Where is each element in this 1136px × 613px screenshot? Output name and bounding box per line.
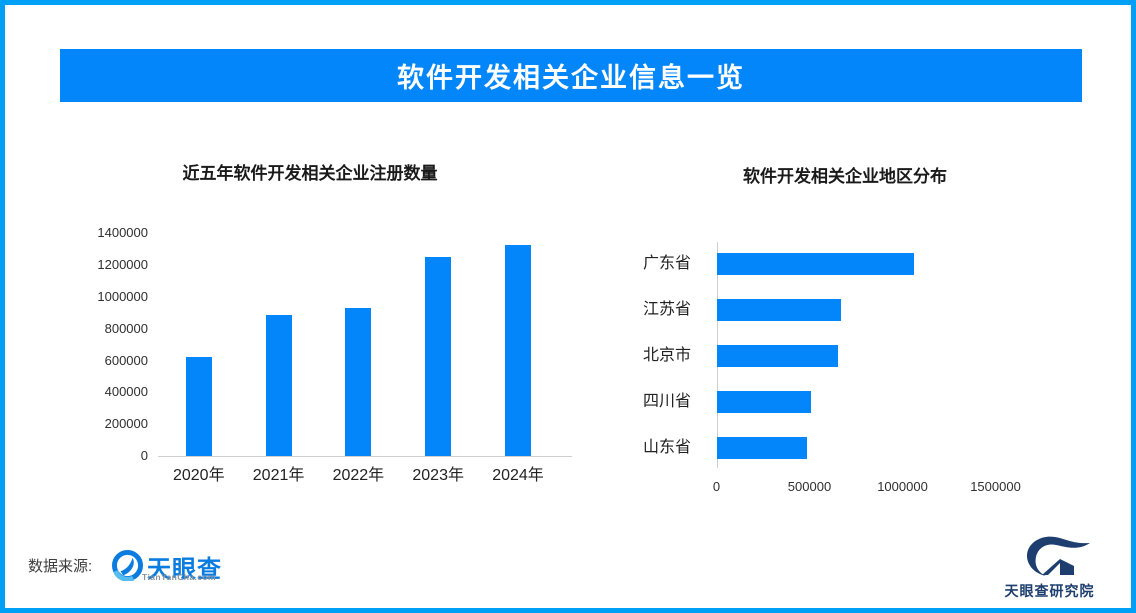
y-tick-label: 0: [140, 448, 148, 463]
registration-bar: [265, 315, 292, 456]
regions-chart-title: 软件开发相关企业地区分布: [743, 167, 947, 186]
y-tick-label: 1000000: [97, 289, 148, 304]
tianyancha-brand-text: 天眼查: [147, 556, 222, 583]
registration-bar: [505, 244, 531, 456]
tianyancha-logo-icon: [112, 550, 143, 582]
x-category-label: 2024年: [492, 467, 544, 484]
regions-bar-chart: 广东省江苏省北京市四川省山东省 0 500000 1000000 1500000: [620, 230, 1110, 515]
y-tick-label: 1200000: [97, 257, 148, 273]
institute-name-text: 天眼查研究院: [1004, 583, 1095, 599]
region-label: 四川省: [642, 392, 691, 410]
y-tick-label: 1400000: [97, 225, 148, 241]
region-label: 江苏省: [642, 300, 691, 318]
registration-bar: [345, 308, 372, 456]
x-axis-baseline: [158, 456, 572, 457]
x-tick-label: 1000000: [877, 479, 928, 494]
region-label: 广东省: [642, 254, 691, 272]
region-label: 山东省: [642, 438, 691, 456]
x-category-label: 2022年: [332, 467, 385, 484]
title-banner: 软件开发相关企业信息一览: [60, 49, 1082, 102]
x-tick-label: 500000: [787, 479, 832, 494]
region-bar: [717, 390, 811, 413]
y-tick-label: 400000: [104, 384, 148, 400]
region-bar: [717, 298, 841, 321]
x-category-label: 2023年: [412, 467, 464, 484]
x-tick-label: 1500000: [970, 479, 1021, 494]
institute-logo-icon: [1022, 535, 1092, 577]
region-bar: [717, 252, 915, 275]
page-title: 软件开发相关企业信息一览: [397, 63, 745, 93]
registrations-chart-title: 近五年软件开发相关企业注册数量: [182, 164, 438, 183]
x-category-label: 2020年: [172, 467, 225, 484]
registrations-bar-chart: 0 200000 400000 600000 800000 1000000 1200000 1…: [60, 210, 585, 510]
data-source-label: 数据来源:: [28, 558, 93, 575]
y-tick-label: 200000: [104, 416, 148, 432]
region-bar: [717, 436, 808, 459]
registration-bar: [185, 356, 212, 456]
region-bar: [717, 344, 838, 367]
registration-bar: [425, 257, 452, 456]
x-category-label: 2021年: [252, 467, 305, 484]
region-label: 北京市: [642, 346, 691, 364]
y-tick-label: 800000: [104, 320, 148, 336]
y-tick-label: 600000: [104, 352, 148, 368]
tianyancha-domain-text: TianYanCha.com: [142, 572, 216, 582]
x-tick-label: 0: [712, 479, 721, 494]
